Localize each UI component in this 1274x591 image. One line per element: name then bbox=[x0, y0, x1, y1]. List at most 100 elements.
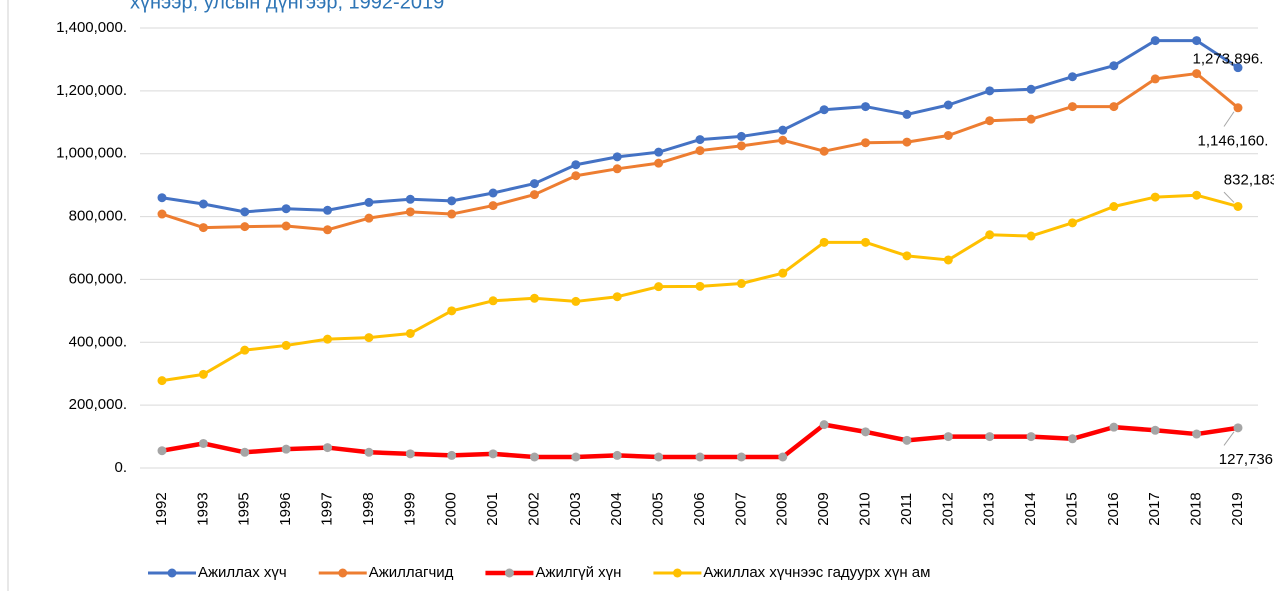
x-tick-label: 2005 bbox=[650, 492, 667, 525]
marker bbox=[447, 196, 457, 206]
x-tick-label: 2014 bbox=[1022, 492, 1039, 525]
data-label: 832,183. bbox=[1224, 171, 1274, 188]
marker bbox=[778, 125, 788, 135]
marker bbox=[1192, 36, 1202, 46]
marker bbox=[488, 188, 498, 198]
marker bbox=[281, 204, 291, 214]
x-tick-label: 2002 bbox=[525, 492, 542, 525]
marker bbox=[1233, 201, 1243, 211]
x-tick-label: 1993 bbox=[194, 492, 211, 525]
marker bbox=[529, 293, 539, 303]
marker bbox=[1192, 69, 1202, 79]
marker bbox=[405, 194, 415, 204]
marker bbox=[157, 376, 167, 386]
x-tick-label: 2015 bbox=[1063, 492, 1080, 525]
marker bbox=[861, 138, 871, 148]
marker bbox=[447, 450, 457, 460]
marker bbox=[405, 207, 415, 217]
x-tick-label: 2012 bbox=[939, 492, 956, 525]
marker bbox=[819, 105, 829, 115]
marker bbox=[736, 141, 746, 151]
marker bbox=[240, 207, 250, 217]
marker bbox=[654, 282, 664, 292]
marker bbox=[778, 452, 788, 462]
data-label: 1,273,896. bbox=[1193, 51, 1264, 68]
x-tick-label: 2010 bbox=[857, 492, 874, 525]
marker bbox=[1192, 190, 1202, 200]
y-tick-label: 1,200,000. bbox=[56, 82, 127, 99]
marker bbox=[1067, 102, 1077, 112]
marker bbox=[736, 131, 746, 141]
x-tick-label: 1996 bbox=[277, 492, 294, 525]
marker bbox=[1150, 74, 1160, 84]
marker bbox=[1233, 103, 1243, 113]
marker bbox=[654, 147, 664, 157]
legend-marker bbox=[672, 568, 682, 578]
marker bbox=[405, 328, 415, 338]
marker bbox=[198, 369, 208, 379]
y-tick-label: 600,000. bbox=[69, 270, 127, 287]
marker bbox=[488, 296, 498, 306]
data-label: 1,146,160. bbox=[1198, 133, 1269, 150]
marker bbox=[240, 222, 250, 232]
marker bbox=[1026, 432, 1036, 442]
marker bbox=[819, 420, 829, 430]
y-tick-label: 800,000. bbox=[69, 208, 127, 225]
marker bbox=[1026, 114, 1036, 124]
marker bbox=[902, 435, 912, 445]
marker bbox=[364, 213, 374, 223]
marker bbox=[488, 201, 498, 211]
x-tick-label: 1995 bbox=[236, 492, 253, 525]
marker bbox=[902, 251, 912, 261]
marker bbox=[281, 444, 291, 454]
marker bbox=[1233, 423, 1243, 433]
marker bbox=[571, 296, 581, 306]
marker bbox=[571, 171, 581, 181]
marker bbox=[1026, 84, 1036, 94]
marker bbox=[985, 432, 995, 442]
marker bbox=[985, 230, 995, 240]
legend-label: Ажиллах хүч bbox=[198, 564, 287, 581]
data-label: 127,736. bbox=[1219, 451, 1274, 468]
marker bbox=[612, 450, 622, 460]
marker bbox=[364, 333, 374, 343]
marker bbox=[778, 135, 788, 145]
marker bbox=[1067, 72, 1077, 82]
x-tick-label: 2001 bbox=[484, 492, 501, 525]
marker bbox=[364, 197, 374, 207]
marker bbox=[1233, 63, 1243, 73]
marker bbox=[695, 135, 705, 145]
marker bbox=[1150, 425, 1160, 435]
marker bbox=[612, 152, 622, 162]
marker bbox=[529, 190, 539, 200]
legend-marker bbox=[504, 568, 514, 578]
legend-marker bbox=[338, 568, 348, 578]
x-tick-label: 2006 bbox=[691, 492, 708, 525]
marker bbox=[943, 100, 953, 110]
marker bbox=[1150, 36, 1160, 46]
marker bbox=[323, 205, 333, 215]
marker bbox=[861, 427, 871, 437]
leader-line bbox=[1223, 431, 1235, 446]
chart-title: хүнээр, улсын дүнгээр, 1992-2019 bbox=[130, 0, 444, 13]
marker bbox=[405, 449, 415, 459]
marker bbox=[1109, 422, 1119, 432]
marker bbox=[240, 345, 250, 355]
marker bbox=[447, 209, 457, 219]
x-tick-label: 2000 bbox=[443, 492, 460, 525]
x-tick-label: 2019 bbox=[1229, 492, 1246, 525]
marker bbox=[1150, 192, 1160, 202]
marker bbox=[281, 340, 291, 350]
marker bbox=[571, 160, 581, 170]
legend-label: Ажиллагчид bbox=[369, 564, 454, 581]
marker bbox=[902, 137, 912, 147]
marker bbox=[323, 225, 333, 235]
marker bbox=[654, 452, 664, 462]
y-tick-label: 400,000. bbox=[69, 333, 127, 350]
marker bbox=[529, 452, 539, 462]
marker bbox=[157, 193, 167, 203]
leader-line bbox=[1223, 191, 1235, 203]
marker bbox=[654, 158, 664, 168]
marker bbox=[819, 146, 829, 156]
